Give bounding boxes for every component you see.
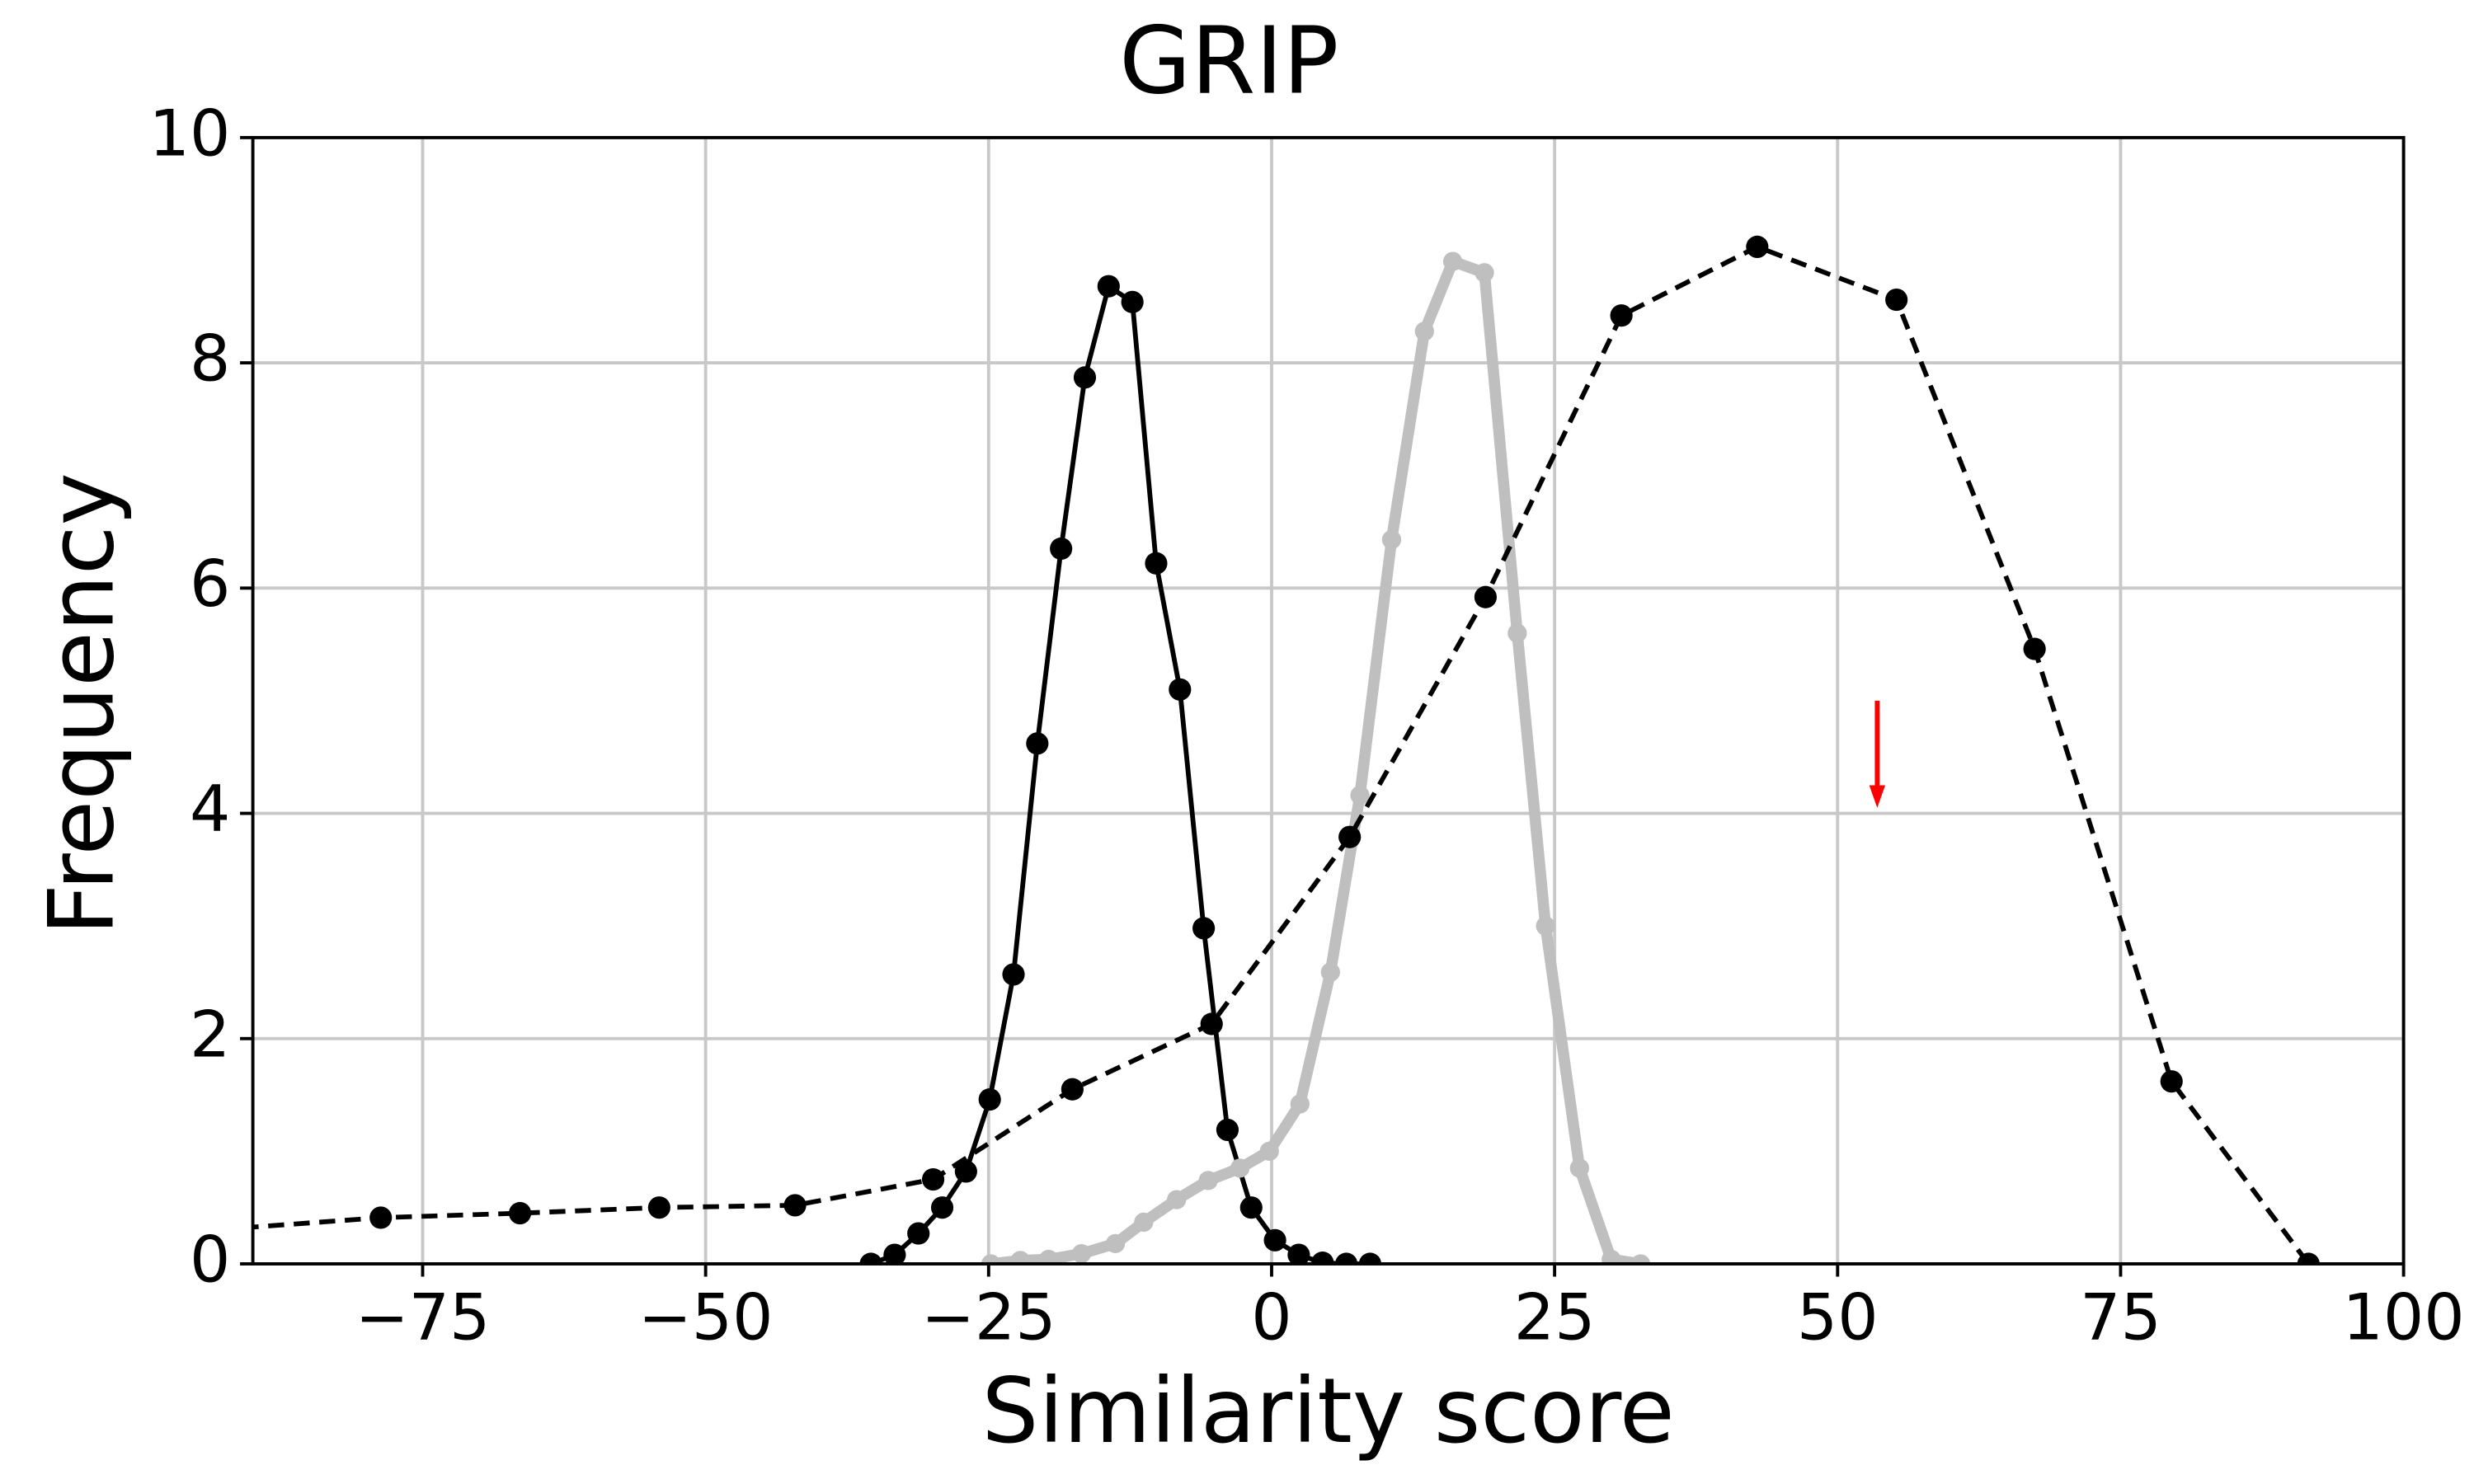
y-tick-label: 10 [149, 96, 231, 171]
data-point [981, 1254, 1001, 1264]
data-point [1602, 1249, 1621, 1264]
data-point [1167, 1190, 1187, 1209]
data-point [369, 1206, 393, 1229]
x-tick-label: 75 [2080, 1280, 2161, 1355]
data-point [1263, 1228, 1286, 1252]
arrow-head [1869, 785, 1886, 808]
data-point [883, 1243, 906, 1264]
data-point [1061, 1078, 1084, 1101]
data-point [1350, 786, 1370, 805]
y-tick-label: 2 [190, 998, 230, 1072]
x-tick-label: 50 [1797, 1280, 1879, 1355]
data-point [859, 1252, 882, 1264]
data-point [954, 1160, 977, 1183]
data-point [1290, 1094, 1310, 1114]
data-point [1198, 1171, 1218, 1190]
data-point [1105, 1233, 1126, 1254]
data-point [1230, 1158, 1250, 1178]
data-point [647, 1196, 670, 1219]
series-line [990, 256, 1642, 1264]
x-tick-label: 0 [1251, 1280, 1291, 1355]
ticks: −75 −50 −25 0 25 50 75 100 0 2 4 6 8 10 [149, 96, 2465, 1355]
data-point [1073, 366, 1097, 389]
data-point [1097, 275, 1120, 298]
y-tick-label: 0 [190, 1223, 230, 1297]
data-point [1334, 1252, 1358, 1264]
data-point [1507, 623, 1527, 643]
chart-title: GRIP [1119, 7, 1338, 115]
data-point [930, 1196, 954, 1219]
data-point [1259, 1141, 1279, 1162]
data-point [1026, 732, 1049, 755]
x-tick-label: 100 [2343, 1280, 2465, 1355]
data-point [1885, 289, 1908, 312]
data-point [1169, 678, 1192, 701]
data-point [1338, 825, 1362, 848]
data-point [1536, 916, 1555, 936]
y-tick-label: 6 [190, 547, 230, 622]
x-tick-label: 25 [1514, 1280, 1596, 1355]
data-point [1475, 263, 1494, 283]
data-point [1121, 290, 1144, 313]
axes-frame [251, 135, 2406, 1266]
data-point [1010, 1251, 1030, 1264]
data-point [1287, 1243, 1310, 1264]
x-tick-label: −75 [355, 1280, 491, 1355]
data-point [907, 1222, 930, 1245]
data-point [1002, 963, 1025, 986]
data-point [1216, 1118, 1239, 1142]
data-point [1038, 1249, 1059, 1264]
series-line [252, 244, 2311, 1264]
data-point [921, 1167, 945, 1191]
data-point [1239, 1196, 1263, 1219]
x-tick-label: −50 [638, 1280, 774, 1355]
data-point [1192, 917, 1216, 940]
data-point [1134, 1212, 1154, 1233]
data-point [1442, 251, 1463, 271]
data-point [1414, 322, 1434, 341]
series-line [870, 284, 1371, 1264]
data-point [978, 1087, 1001, 1111]
data-point [1746, 235, 1769, 258]
data-point [1358, 1252, 1381, 1264]
data-point [2297, 1252, 2320, 1264]
data-point [1474, 585, 1497, 608]
x-axis-label: Similarity score [981, 1359, 1674, 1463]
data-point [252, 1223, 254, 1233]
data-point [1311, 1252, 1334, 1264]
data-point [1569, 1158, 1589, 1178]
data-point [1630, 1254, 1651, 1264]
data-point [1145, 552, 1168, 575]
data-point [2023, 637, 2046, 660]
data-point [1381, 529, 1402, 550]
data-point [1050, 537, 1073, 561]
data-point [1071, 1244, 1092, 1264]
x-tick-label: −25 [921, 1280, 1056, 1355]
grid [252, 135, 2406, 1266]
y-tick-label: 4 [190, 773, 230, 847]
plot-area [252, 235, 2320, 1264]
data-point [508, 1201, 532, 1225]
data-point [1610, 304, 1633, 327]
data-point [783, 1194, 807, 1217]
data-point [2160, 1070, 2183, 1093]
y-axis-label: Frequency [30, 472, 134, 935]
data-point [1200, 1012, 1223, 1036]
data-point [1320, 962, 1340, 982]
y-tick-label: 8 [190, 322, 230, 397]
